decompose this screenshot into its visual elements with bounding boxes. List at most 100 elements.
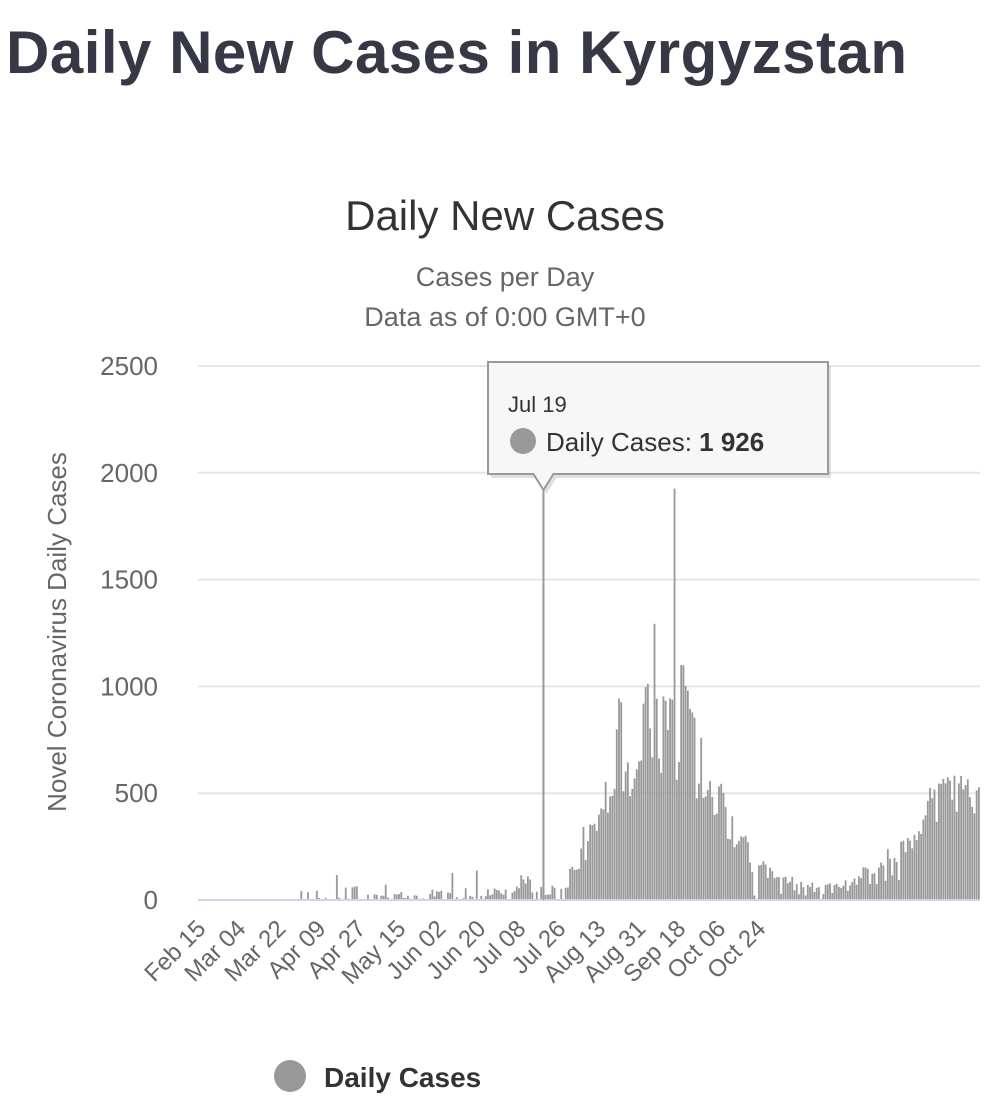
bar[interactable] [620, 702, 623, 900]
bar[interactable] [631, 788, 634, 900]
bar[interactable] [578, 868, 580, 900]
bar[interactable] [353, 886, 356, 900]
bar[interactable] [655, 698, 658, 900]
bar[interactable] [911, 848, 914, 900]
bar[interactable] [638, 761, 640, 900]
bar[interactable] [624, 771, 627, 900]
bar[interactable] [384, 884, 387, 900]
bar[interactable] [602, 809, 605, 900]
bar[interactable] [673, 488, 676, 900]
bar[interactable] [975, 790, 978, 900]
bar[interactable] [387, 897, 389, 900]
bar[interactable] [469, 895, 472, 900]
bar[interactable] [713, 814, 716, 900]
bar[interactable] [449, 893, 452, 900]
bar[interactable] [675, 779, 678, 900]
bar[interactable] [415, 895, 418, 900]
bar[interactable] [498, 890, 500, 900]
bar[interactable] [944, 783, 947, 900]
bar[interactable] [440, 890, 443, 900]
bar[interactable] [802, 886, 805, 900]
bar[interactable] [969, 797, 971, 900]
bar[interactable] [582, 826, 585, 900]
bar[interactable] [924, 815, 927, 900]
bar[interactable] [691, 712, 694, 900]
bar[interactable] [540, 886, 543, 900]
bar[interactable] [338, 897, 340, 900]
bar[interactable] [966, 779, 969, 900]
bar[interactable] [431, 889, 434, 900]
bar[interactable] [382, 895, 385, 900]
bar[interactable] [606, 812, 609, 900]
bar[interactable] [835, 883, 838, 900]
bar[interactable] [962, 789, 965, 900]
bar[interactable] [300, 891, 303, 900]
bar[interactable] [849, 885, 851, 900]
bar[interactable] [571, 866, 574, 900]
bar[interactable] [953, 775, 956, 900]
bar[interactable] [957, 783, 960, 900]
bar[interactable] [753, 895, 756, 900]
bar[interactable] [407, 895, 409, 900]
bar[interactable] [744, 835, 747, 900]
bar[interactable] [500, 893, 503, 900]
bar[interactable] [640, 760, 643, 900]
bar[interactable] [455, 897, 458, 900]
bar[interactable] [706, 789, 709, 900]
bar[interactable] [395, 894, 398, 900]
bar[interactable] [858, 876, 860, 900]
bar[interactable] [844, 880, 847, 900]
bar[interactable] [782, 877, 785, 900]
bar[interactable] [838, 886, 840, 900]
bar[interactable] [775, 877, 778, 900]
bar[interactable] [771, 871, 774, 900]
bar[interactable] [715, 813, 718, 900]
bar[interactable] [846, 890, 849, 900]
bar[interactable] [380, 895, 383, 900]
bar[interactable] [495, 889, 498, 900]
bar[interactable] [760, 864, 763, 900]
bar[interactable] [926, 800, 929, 900]
bar[interactable] [798, 894, 800, 900]
bar[interactable] [940, 783, 943, 900]
bar[interactable] [689, 709, 691, 900]
bar[interactable] [355, 886, 358, 900]
bar[interactable] [700, 737, 703, 900]
bar[interactable] [960, 775, 963, 900]
bar[interactable] [722, 792, 725, 900]
bar[interactable] [711, 797, 714, 900]
bar[interactable] [733, 847, 736, 900]
bar[interactable] [644, 687, 647, 900]
bar[interactable] [475, 870, 478, 900]
bar[interactable] [535, 891, 538, 900]
bar[interactable] [720, 783, 723, 900]
bar[interactable] [749, 862, 751, 900]
bar[interactable] [447, 892, 449, 900]
bar[interactable] [902, 840, 905, 900]
bar[interactable] [929, 787, 931, 900]
bar[interactable] [646, 683, 649, 900]
bar[interactable] [893, 857, 896, 900]
bar[interactable] [813, 891, 816, 900]
bar[interactable] [566, 887, 569, 900]
bar[interactable] [669, 698, 671, 900]
bar[interactable] [729, 839, 731, 900]
bar[interactable] [766, 877, 769, 900]
bar[interactable] [758, 865, 760, 900]
bar[interactable] [609, 796, 612, 900]
bar[interactable] [742, 837, 745, 900]
bar[interactable] [591, 825, 594, 900]
bar[interactable] [595, 830, 598, 900]
bar[interactable] [593, 823, 596, 900]
bar[interactable] [598, 814, 600, 900]
bar[interactable] [502, 894, 505, 900]
bar[interactable] [702, 797, 705, 900]
bar[interactable] [629, 796, 632, 900]
bar[interactable] [942, 778, 945, 900]
bar[interactable] [718, 786, 720, 900]
bar[interactable] [709, 781, 711, 900]
bar[interactable] [786, 883, 789, 900]
bar[interactable] [429, 894, 432, 900]
bar[interactable] [398, 894, 400, 900]
bar[interactable] [829, 883, 831, 900]
